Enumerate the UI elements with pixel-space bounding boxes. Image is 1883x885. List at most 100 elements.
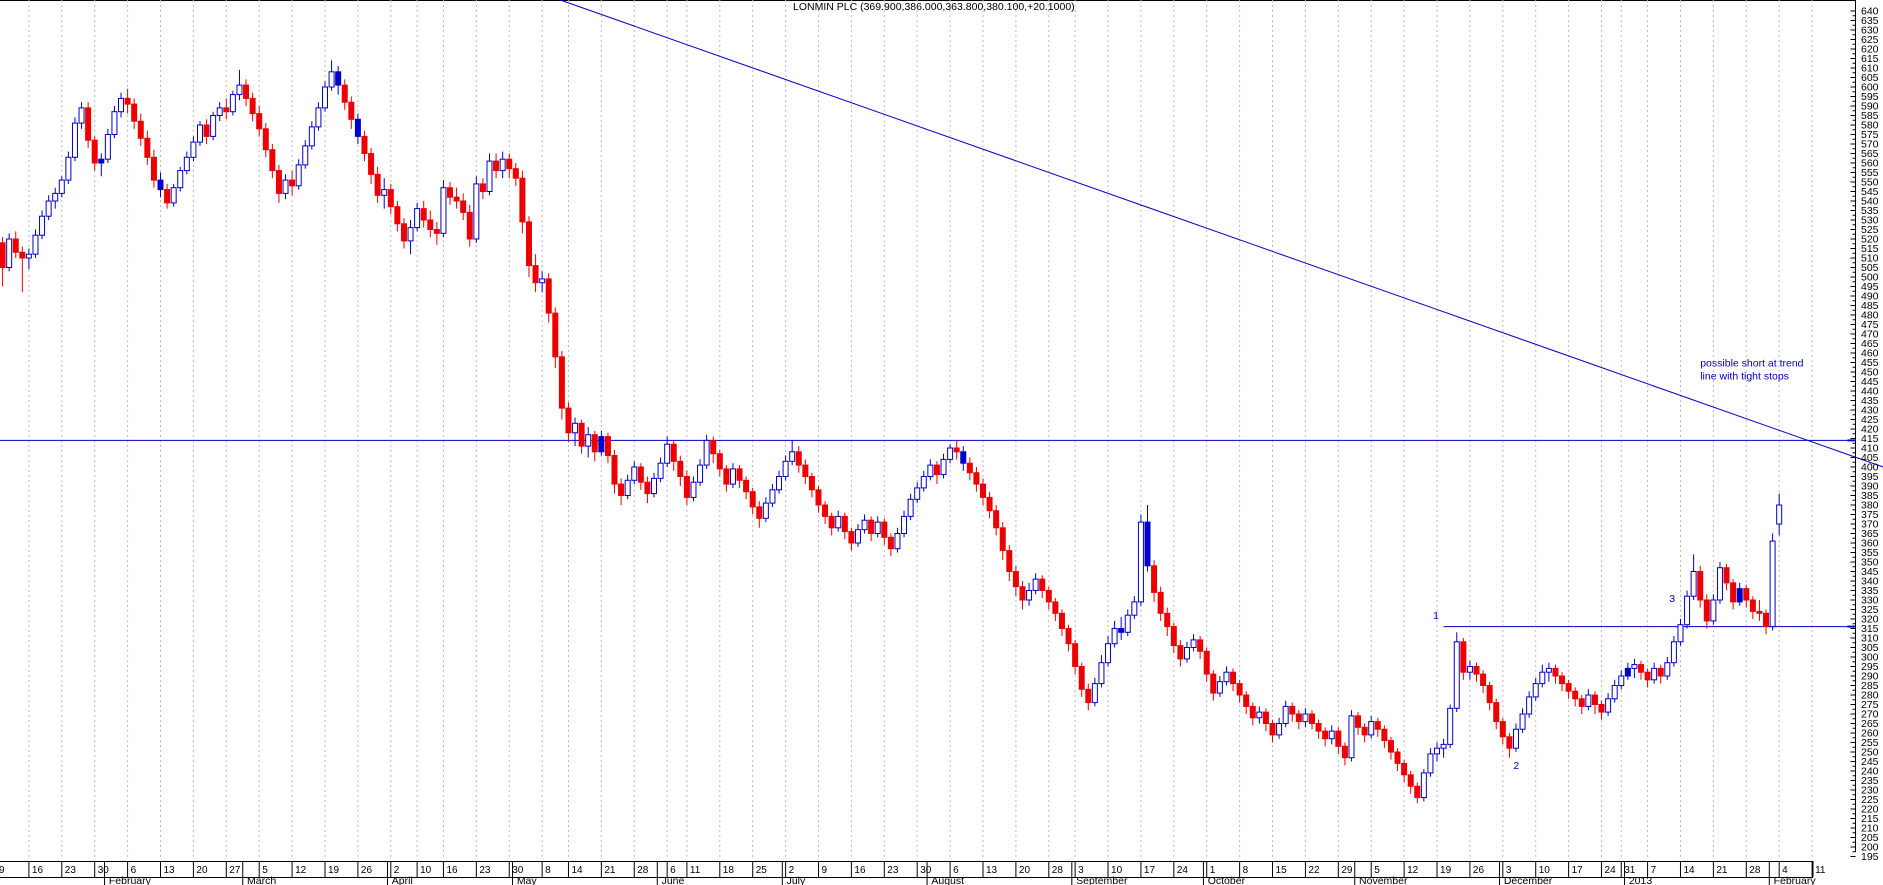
candle-down <box>447 187 454 198</box>
day-tick-label: 13 <box>164 865 176 876</box>
candle-up <box>657 462 664 479</box>
candle-down <box>493 160 500 172</box>
candle-down <box>1598 704 1605 713</box>
candle-down <box>1723 567 1730 584</box>
day-tick-label: 27 <box>229 865 241 876</box>
candle-up <box>1026 590 1033 601</box>
candle-up <box>236 84 243 96</box>
candle-down <box>150 156 157 181</box>
y-axis-label: 400 <box>1861 462 1879 474</box>
y-axis-label: 270 <box>1861 709 1879 721</box>
candle-down <box>1756 610 1763 614</box>
candle-down <box>387 189 394 208</box>
candle-down <box>374 173 381 196</box>
marker-label: 3 <box>1669 593 1675 605</box>
candle-up <box>440 187 447 234</box>
candle-down <box>1078 666 1085 690</box>
candle-down <box>644 481 651 495</box>
candle-down <box>1249 705 1256 719</box>
y-axis-label: 555 <box>1861 167 1879 179</box>
candle-up <box>414 208 421 229</box>
candle-down <box>532 265 539 284</box>
day-tick-label: 16 <box>854 865 866 876</box>
candle-down <box>1749 599 1756 612</box>
day-tick-label: 9 <box>822 865 828 876</box>
candle-down <box>1644 671 1651 681</box>
candle-down <box>986 496 993 512</box>
candle-up <box>1032 578 1039 591</box>
y-axis-label: 435 <box>1861 395 1879 407</box>
candle-down <box>506 158 513 170</box>
candle-down <box>427 219 434 230</box>
candle-up <box>1532 683 1539 698</box>
candle-up <box>98 158 105 164</box>
candle-down <box>243 84 250 99</box>
y-axis-label: 420 <box>1861 424 1879 436</box>
candle-down <box>966 462 973 474</box>
candle-down <box>124 97 131 105</box>
day-tick-label: 30 <box>512 865 524 876</box>
candle-up <box>65 156 72 181</box>
candle-down <box>887 536 894 550</box>
y-axis-label: 450 <box>1861 367 1879 379</box>
y-axis-label: 615 <box>1861 53 1879 65</box>
candle-down <box>591 434 598 453</box>
candle-down <box>1355 715 1362 728</box>
candle-down <box>1118 628 1125 633</box>
candle-down <box>368 153 375 175</box>
y-axis-label: 495 <box>1861 281 1879 293</box>
candle-up <box>118 97 125 113</box>
candle-up <box>894 533 901 550</box>
candle-down <box>91 139 98 164</box>
day-tick-label: 3 <box>1506 865 1512 876</box>
y-axis-label: 355 <box>1861 547 1879 559</box>
day-tick-label: 30 <box>920 865 932 876</box>
candle-up <box>78 107 85 124</box>
y-axis-label: 345 <box>1861 566 1879 578</box>
month-label: 2013 <box>1629 875 1653 885</box>
day-tick-label: 23 <box>887 865 899 876</box>
candle-down <box>420 208 427 221</box>
candle-up <box>631 466 638 481</box>
candle-down <box>249 97 256 115</box>
day-tick-label: 30 <box>98 865 110 876</box>
day-tick-label: 7 <box>1651 865 1657 876</box>
candle-down <box>960 451 967 464</box>
day-tick-label: 5 <box>262 865 268 876</box>
day-tick-label: 10 <box>420 865 432 876</box>
candle-up <box>1677 624 1684 643</box>
y-axis-label: 470 <box>1861 329 1879 341</box>
candle-up <box>1282 705 1289 725</box>
candle-up <box>58 179 65 194</box>
y-axis-label: 335 <box>1861 585 1879 597</box>
day-tick-label: 14 <box>571 865 583 876</box>
y-axis-label: 570 <box>1861 139 1879 151</box>
candle-down <box>525 221 532 267</box>
day-tick-label: 16 <box>446 865 458 876</box>
candle-up <box>1624 667 1631 677</box>
candle-up <box>1256 711 1263 719</box>
candle-down <box>1401 762 1408 776</box>
day-tick-label: 11 <box>1815 865 1826 876</box>
candle-up <box>170 187 177 204</box>
y-axis-label: 425 <box>1861 414 1879 426</box>
candle-down <box>1578 698 1585 707</box>
candle-down <box>275 170 282 194</box>
candle-up <box>690 481 697 498</box>
y-axis-label: 605 <box>1861 72 1879 84</box>
day-tick-label: 10 <box>1111 865 1123 876</box>
y-axis-label: 595 <box>1861 91 1879 103</box>
candle-up <box>1131 601 1138 616</box>
y-axis-label: 315 <box>1861 623 1879 635</box>
candle-down <box>1157 591 1164 614</box>
y-axis-label: 405 <box>1861 452 1879 464</box>
month-label: February <box>109 875 152 885</box>
y-axis-label: 550 <box>1861 177 1879 189</box>
candle-up <box>1434 747 1441 755</box>
candle-down <box>348 101 355 120</box>
day-tick-label: 6 <box>953 865 959 876</box>
y-axis-label: 410 <box>1861 443 1879 455</box>
candle-down <box>1151 565 1158 593</box>
candle-down <box>1045 590 1052 603</box>
